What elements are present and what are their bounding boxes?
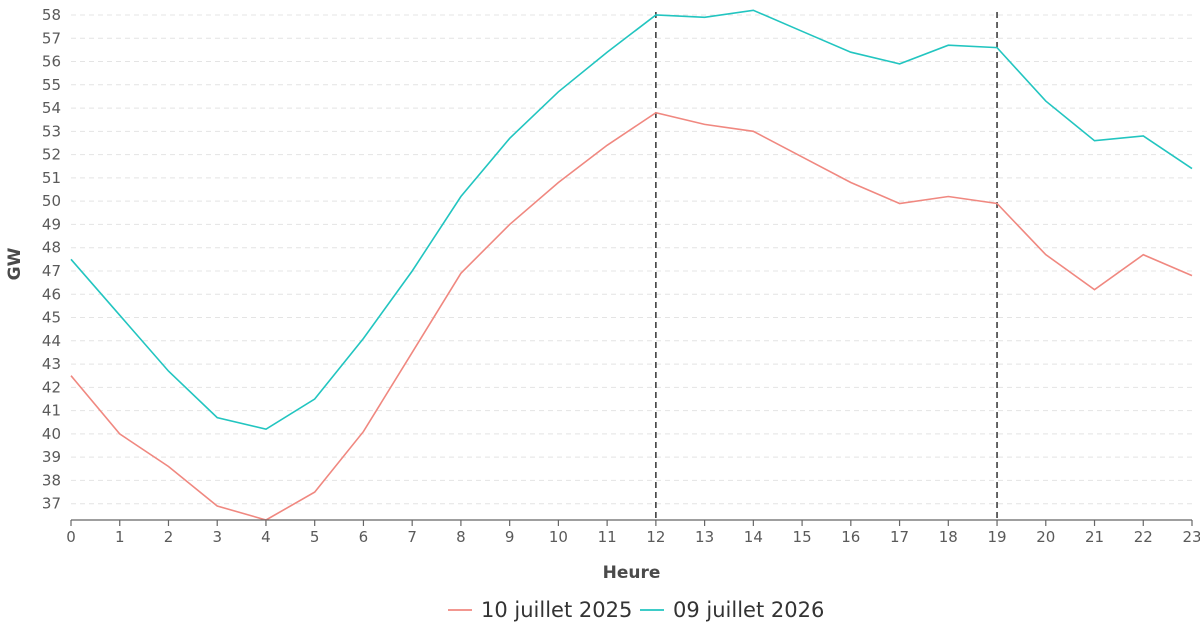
y-tick-label: 49 — [42, 215, 61, 233]
x-tick-label: 12 — [646, 528, 665, 546]
x-axis-ticks: 0 1 2 3 4 5 6 7 8 9 10 11 12 13 14 15 16 17 18 19 20 21 22 23 — [66, 520, 1200, 546]
x-tick-label: 13 — [695, 528, 714, 546]
y-tick-label: 42 — [42, 378, 61, 396]
y-tick-label: 48 — [42, 239, 61, 257]
x-tick-label: 2 — [164, 528, 174, 546]
x-tick-label: 11 — [598, 528, 617, 546]
x-axis-title: Heure — [603, 563, 661, 583]
legend-label: 09 juillet 2026 — [673, 598, 824, 622]
x-tick-label: 5 — [310, 528, 320, 546]
legend: 10 juillet 2025 09 juillet 2026 — [448, 598, 824, 622]
y-tick-label: 38 — [42, 471, 61, 489]
y-tick-label: 47 — [42, 262, 61, 280]
x-tick-label: 17 — [890, 528, 909, 546]
y-tick-label: 53 — [42, 122, 61, 140]
y-tick-label: 56 — [42, 53, 61, 71]
grid — [71, 14, 1192, 505]
x-tick-label: 19 — [987, 528, 1006, 546]
y-tick-label: 39 — [42, 448, 61, 466]
series-lines — [70, 9, 1193, 521]
y-tick-label: 43 — [42, 355, 61, 373]
x-tick-label: 20 — [1036, 528, 1055, 546]
y-tick-label: 54 — [42, 99, 61, 117]
x-tick-label: 0 — [66, 528, 76, 546]
y-tick-label: 58 — [42, 6, 61, 24]
x-tick-label: 3 — [212, 528, 222, 546]
x-tick-label: 23 — [1182, 528, 1200, 546]
y-tick-label: 46 — [42, 285, 61, 303]
y-tick-label: 45 — [42, 309, 61, 327]
x-tick-label: 9 — [505, 528, 515, 546]
y-tick-label: 51 — [42, 169, 61, 187]
series-line — [70, 111, 1193, 521]
x-tick-label: 21 — [1085, 528, 1104, 546]
x-tick-label: 18 — [939, 528, 958, 546]
x-tick-label: 1 — [115, 528, 125, 546]
x-tick-label: 6 — [359, 528, 369, 546]
x-tick-label: 7 — [407, 528, 417, 546]
legend-label: 10 juillet 2025 — [481, 598, 632, 622]
x-tick-label: 14 — [744, 528, 763, 546]
x-tick-label: 8 — [456, 528, 466, 546]
x-tick-label: 22 — [1134, 528, 1153, 546]
y-tick-label: 44 — [42, 332, 61, 350]
reference-lines — [655, 12, 998, 520]
y-tick-label: 52 — [42, 146, 61, 164]
y-tick-label: 55 — [42, 76, 61, 94]
y-tick-label: 41 — [42, 402, 61, 420]
x-tick-label: 15 — [793, 528, 812, 546]
series-line — [70, 9, 1193, 431]
y-tick-label: 57 — [42, 29, 61, 47]
x-tick-label: 16 — [841, 528, 860, 546]
x-tick-label: 10 — [549, 528, 568, 546]
y-tick-label: 40 — [42, 425, 61, 443]
x-tick-label: 4 — [261, 528, 271, 546]
y-tick-label: 50 — [42, 192, 61, 210]
y-axis-title: GW — [5, 247, 25, 280]
y-tick-label: 37 — [42, 495, 61, 513]
y-axis-ticks: 37 38 39 40 41 42 43 44 45 46 47 48 49 50 51 52 53 54 55 56… — [42, 6, 61, 513]
